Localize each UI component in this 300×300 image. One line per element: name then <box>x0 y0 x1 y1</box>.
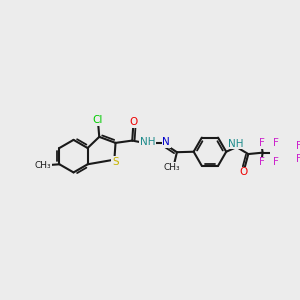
Text: F: F <box>273 158 279 167</box>
Text: F: F <box>296 141 300 151</box>
Text: O: O <box>239 167 247 177</box>
Text: CH₃: CH₃ <box>164 163 181 172</box>
Text: CH₃: CH₃ <box>35 161 52 170</box>
Text: F: F <box>296 154 300 164</box>
Text: Cl: Cl <box>92 115 103 125</box>
Text: S: S <box>112 157 119 167</box>
Text: N: N <box>162 137 170 147</box>
Text: F: F <box>259 138 264 148</box>
Text: F: F <box>273 138 279 148</box>
Text: NH: NH <box>140 137 156 147</box>
Text: O: O <box>130 117 138 127</box>
Text: F: F <box>259 158 264 167</box>
Text: NH: NH <box>228 139 244 149</box>
